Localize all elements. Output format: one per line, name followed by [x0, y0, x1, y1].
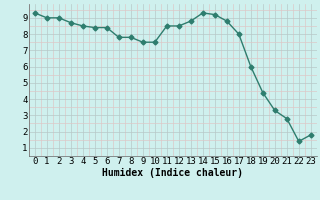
- X-axis label: Humidex (Indice chaleur): Humidex (Indice chaleur): [102, 168, 243, 178]
